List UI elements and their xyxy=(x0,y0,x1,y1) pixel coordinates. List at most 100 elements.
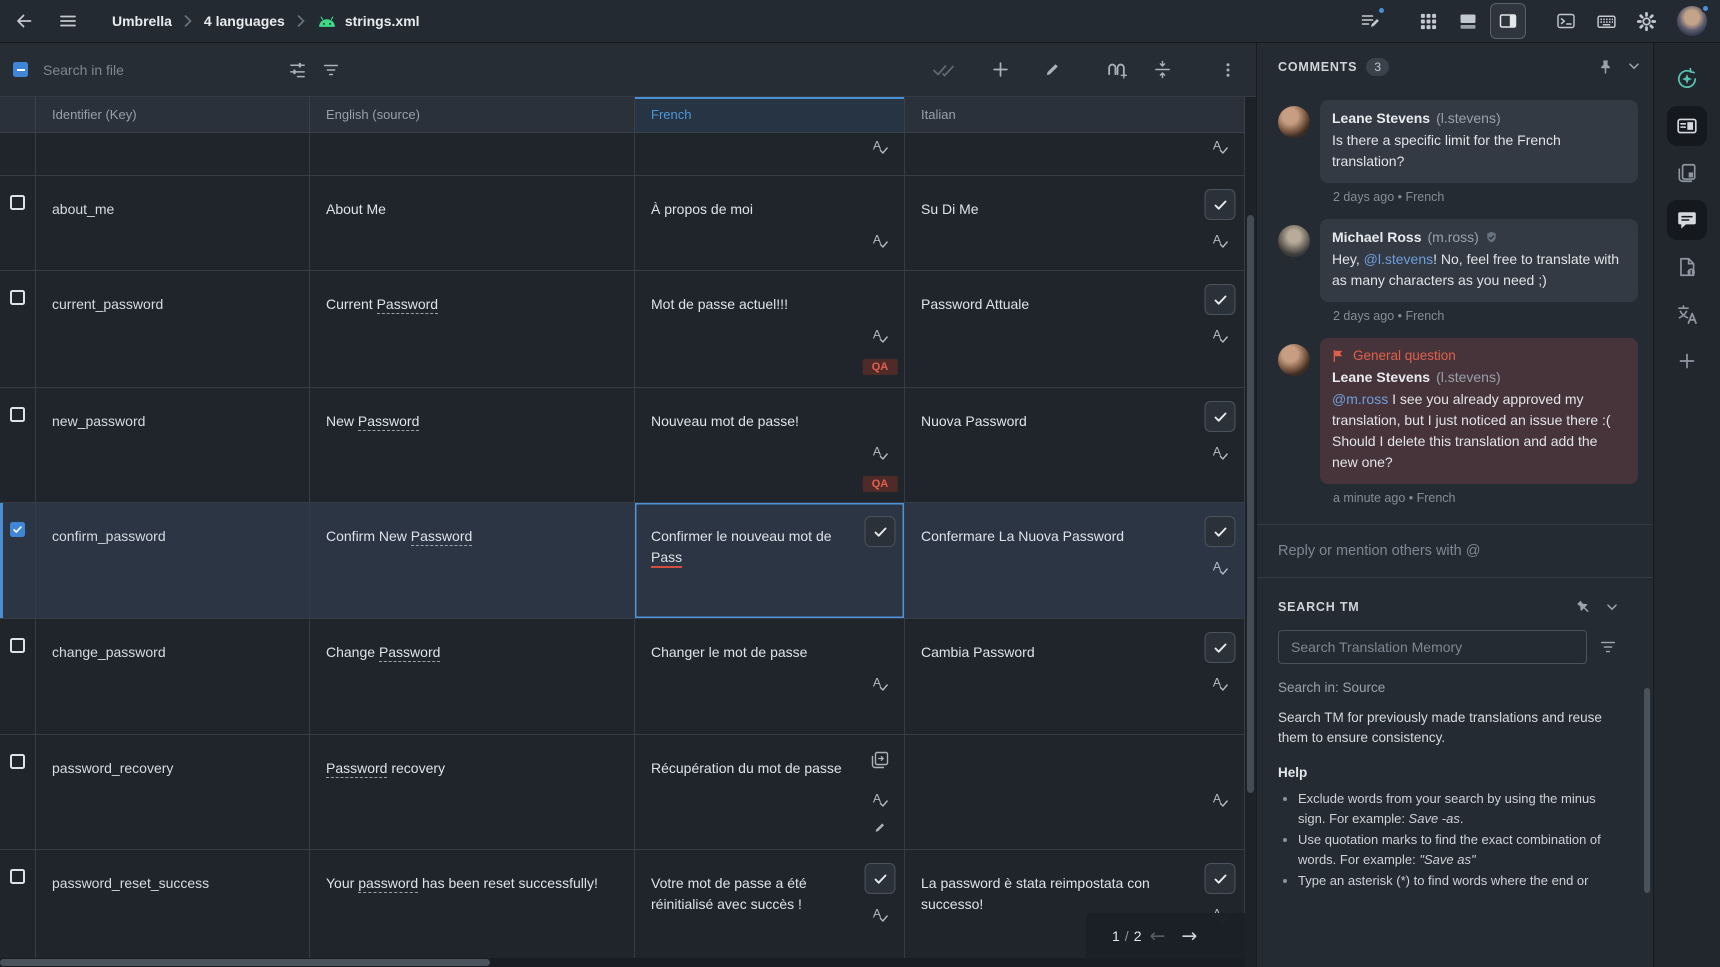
table-row[interactable]: password_reset_success Your password has … xyxy=(0,850,1245,965)
qa-issue-badge[interactable]: QA xyxy=(862,359,898,375)
row-checkbox[interactable] xyxy=(10,869,25,884)
french-cell[interactable]: A xyxy=(635,133,905,175)
key-cell[interactable]: confirm_password xyxy=(36,503,310,618)
table-row[interactable]: change_password Change Password Changer le… xyxy=(0,619,1245,735)
key-cell[interactable]: about_me xyxy=(36,176,310,270)
italian-cell[interactable]: Cambia Password A xyxy=(905,619,1245,734)
row-checkbox[interactable] xyxy=(10,638,25,653)
table-row[interactable]: current_password Current Password Mot de p… xyxy=(0,271,1245,388)
table-row[interactable]: confirm_password Confirm New Password Conf… xyxy=(0,503,1245,619)
italian-cell[interactable]: La password è stata reimpostata con succ… xyxy=(905,850,1245,964)
approve-all-button[interactable] xyxy=(927,53,961,87)
spellcheck-icon[interactable]: A xyxy=(871,326,890,345)
filter-strings-button[interactable] xyxy=(314,53,348,87)
italian-cell[interactable]: Confermare La Nuova Password A xyxy=(905,503,1245,618)
layout-side-panel-button[interactable] xyxy=(1490,3,1526,39)
select-all-checkbox[interactable] xyxy=(13,62,28,77)
spellcheck-icon[interactable]: A xyxy=(871,231,890,250)
comments-options-button[interactable] xyxy=(1629,63,1639,70)
column-header-french[interactable]: French xyxy=(635,97,905,132)
french-cell[interactable]: À propos de moi A xyxy=(635,176,905,270)
source-cell[interactable]: Change Password xyxy=(310,619,635,734)
keyboard-button[interactable] xyxy=(1588,3,1624,39)
table-row[interactable]: about_me About Me À propos de moi A Su Di Me… xyxy=(0,176,1245,271)
italian-cell[interactable]: A xyxy=(905,133,1245,175)
key-cell[interactable]: change_password xyxy=(36,619,310,734)
approve-translation-button[interactable] xyxy=(1204,189,1236,220)
column-header-key[interactable]: Identifier (Key) xyxy=(36,97,310,132)
vertical-scrollbar-thumb[interactable] xyxy=(1247,215,1254,793)
spellcheck-icon[interactable]: A xyxy=(871,674,890,693)
spellcheck-icon[interactable]: A xyxy=(1211,326,1230,345)
french-cell[interactable]: Récupération du mot de passe A xyxy=(635,735,905,849)
source-cell[interactable]: New Password xyxy=(310,388,635,502)
approve-translation-button[interactable] xyxy=(1204,401,1236,432)
approve-translation-button[interactable] xyxy=(864,516,896,547)
back-button[interactable] xyxy=(6,3,42,39)
settings-button[interactable] xyxy=(1628,3,1664,39)
column-header-italian[interactable]: Italian xyxy=(905,97,1245,132)
user-mention[interactable]: @m.ross xyxy=(1332,391,1389,407)
approve-translation-button[interactable] xyxy=(1204,632,1236,663)
french-cell[interactable]: Mot de passe actuel!!! A QA xyxy=(635,271,905,387)
breadcrumb-languages[interactable]: 4 languages xyxy=(203,13,285,29)
spellcheck-icon[interactable]: A xyxy=(871,790,890,809)
row-checkbox[interactable] xyxy=(10,754,25,769)
panel-scrollbar-thumb[interactable] xyxy=(1644,688,1650,893)
previous-page-button[interactable]: ← xyxy=(1149,924,1166,947)
layout-horizontal-split-button[interactable] xyxy=(1450,3,1486,39)
search-settings-button[interactable] xyxy=(280,53,314,87)
sidebar-item-pages[interactable] xyxy=(1667,153,1707,193)
key-cell[interactable]: password_reset_success xyxy=(36,850,310,964)
breadcrumb-file[interactable]: strings.xml xyxy=(313,13,424,29)
table-row[interactable]: password_recovery Password recovery Récupé… xyxy=(0,735,1245,850)
spellcheck-icon[interactable]: A xyxy=(871,443,890,462)
apps-grid-button[interactable] xyxy=(1410,3,1446,39)
copy-source-icon[interactable] xyxy=(870,750,890,770)
sidebar-item-ai-assistant[interactable] xyxy=(1667,59,1707,99)
more-options-button[interactable] xyxy=(1211,53,1245,87)
french-cell[interactable]: Votre mot de passe a été réinitialisé av… xyxy=(635,850,905,964)
terminal-button[interactable] xyxy=(1548,3,1584,39)
source-cell[interactable] xyxy=(310,133,635,175)
sidebar-item-add-panel[interactable] xyxy=(1667,341,1707,381)
spellcheck-icon[interactable]: A xyxy=(1211,558,1230,577)
french-cell[interactable]: Changer le mot de passe A xyxy=(635,619,905,734)
key-cell[interactable]: new_password xyxy=(36,388,310,502)
source-cell[interactable]: Current Password xyxy=(310,271,635,387)
source-cell[interactable]: About Me xyxy=(310,176,635,270)
key-cell[interactable]: current_password xyxy=(36,271,310,387)
italian-cell[interactable]: Nuova Password A xyxy=(905,388,1245,502)
table-row[interactable]: new_password New Password Nouveau mot de p… xyxy=(0,388,1245,503)
approve-translation-button[interactable] xyxy=(864,863,896,894)
french-cell[interactable]: Nouveau mot de passe! A QA xyxy=(635,388,905,502)
breadcrumb-project[interactable]: Umbrella xyxy=(112,13,172,29)
search-in-file-input[interactable] xyxy=(43,61,248,78)
row-checkbox[interactable] xyxy=(10,290,25,305)
sidebar-item-preview-panel[interactable] xyxy=(1667,106,1707,146)
next-page-button[interactable]: → xyxy=(1181,924,1198,947)
spellcheck-icon[interactable]: A xyxy=(1211,674,1230,693)
user-avatar-button[interactable] xyxy=(1674,3,1710,39)
french-cell[interactable]: Confirmer le nouveau mot de Pass xyxy=(635,503,905,618)
edit-string-button[interactable] xyxy=(1035,53,1069,87)
tm-pin-button[interactable] xyxy=(1576,599,1591,615)
align-translations-button[interactable] xyxy=(1145,53,1179,87)
row-checkbox[interactable] xyxy=(10,195,25,210)
approve-translation-button[interactable] xyxy=(1204,284,1236,315)
comment-item[interactable]: General question Leane Stevens (l.stevens)… xyxy=(1278,338,1638,505)
source-cell[interactable]: Confirm New Password xyxy=(310,503,635,618)
tm-options-button[interactable] xyxy=(1607,603,1617,611)
source-cell[interactable]: Password recovery xyxy=(310,735,635,849)
sidebar-item-translate[interactable] xyxy=(1667,294,1707,334)
qa-issue-badge[interactable]: QA xyxy=(862,476,898,492)
search-tm-input[interactable] xyxy=(1278,630,1587,664)
spellcheck-icon[interactable]: A xyxy=(1211,137,1230,156)
sidebar-item-comments[interactable] xyxy=(1667,200,1707,240)
row-checkbox[interactable] xyxy=(10,407,25,422)
approve-translation-button[interactable] xyxy=(1204,863,1236,894)
comment-item[interactable]: Michael Ross (m.ross) Hey, @l.stevens! No,… xyxy=(1278,219,1638,323)
edit-translation-icon[interactable] xyxy=(874,821,887,834)
column-header-english[interactable]: English (source) xyxy=(310,97,635,132)
